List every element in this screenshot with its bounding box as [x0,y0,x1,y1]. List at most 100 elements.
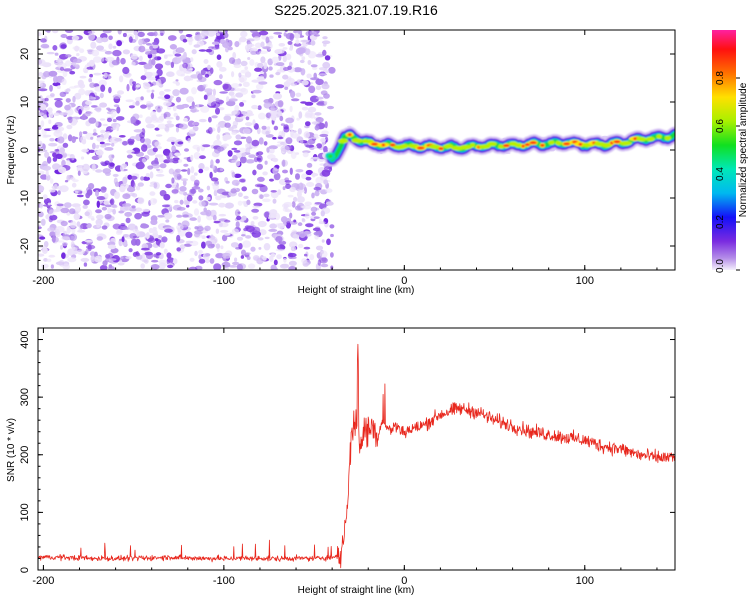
snr-x-label: Height of straight line (km) [298,585,415,596]
noise-blob [106,131,111,134]
signal-hot-spot [555,140,562,146]
noise-blob [270,190,279,199]
noise-blob [149,45,154,50]
noise-blob [38,71,43,77]
noise-blob [140,104,147,109]
noise-blob [238,243,243,250]
noise-blob [74,205,82,213]
noise-blob [201,30,209,37]
x-tick-label: 100 [576,275,594,287]
noise-blob [63,202,72,209]
noise-blob [125,74,131,79]
noise-blob [120,223,126,227]
noise-blob [262,171,268,176]
noise-blob [253,202,263,207]
noise-blob [137,197,145,205]
noise-blob [282,74,289,80]
noise-blob [42,194,48,200]
noise-blob [285,221,292,229]
noise-blob [252,205,261,208]
noise-blob [59,147,65,154]
noise-blob [76,165,84,173]
noise-blob [228,57,236,64]
noise-blob [196,104,200,109]
noise-blob [85,192,91,199]
noise-blob [317,100,326,105]
noise-blob [241,186,247,192]
noise-blob [291,201,296,208]
noise-blob [228,126,234,131]
noise-blob [297,222,303,227]
noise-blob [198,254,202,260]
noise-blob [247,57,251,60]
noise-blob [145,173,150,178]
noise-blob [261,125,267,130]
snr-y-label: SNR (10 * v/v) [6,418,17,482]
noise-blob [45,170,49,177]
noise-blob [142,259,148,263]
noise-blob [65,60,72,67]
noise-blob [49,137,55,142]
noise-blob [314,190,320,197]
noise-blob [156,146,162,150]
noise-blob [160,263,168,267]
noise-blob [67,248,74,256]
noise-blob [86,111,93,115]
noise-blob [175,79,179,82]
noise-blob [172,105,177,112]
noise-blob [62,242,68,247]
noise-blob [239,178,246,183]
noise-blob [72,95,76,103]
noise-blob [46,258,52,263]
noise-blob [164,94,171,99]
noise-blob [209,171,213,179]
noise-blob [60,207,70,214]
noise-blob [321,239,325,243]
noise-blob [180,55,187,60]
noise-blob [60,245,63,250]
signal-hot-spot [469,142,476,148]
signal-hot-spot [664,135,672,141]
noise-blob [88,78,93,83]
signal-peak-spot [529,141,537,145]
noise-blob [205,48,213,53]
noise-blob [315,53,325,58]
noise-blob [54,98,63,101]
noise-blob [285,53,292,61]
noise-blob [46,156,52,164]
noise-blob [108,35,113,41]
noise-blob [179,244,186,250]
noise-blob [314,145,318,149]
noise-blob [152,147,158,153]
noise-blob [232,52,237,59]
noise-blob [219,66,227,72]
noise-blob [130,116,136,124]
noise-blob [258,112,266,120]
noise-blob [315,85,322,91]
noise-blob [91,217,95,221]
noise-blob [38,59,43,65]
noise-blob [127,138,135,145]
noise-blob [293,196,298,202]
noise-blob [305,176,312,181]
noise-blob [110,127,117,131]
noise-blob [203,94,208,100]
noise-blob [92,142,96,150]
noise-blob [79,131,83,138]
noise-blob [61,236,71,241]
noise-blob [149,171,154,179]
noise-blob [135,207,143,212]
noise-blob [250,50,258,55]
signal-hot-spot [428,144,441,150]
noise-blob [276,144,282,147]
noise-blob [141,252,145,261]
noise-blob [298,190,305,193]
noise-blob [144,251,153,256]
noise-blob [38,170,45,175]
noise-blob [289,167,293,175]
noise-blob [171,189,179,194]
colorbar-tick-label: 0.4 [715,167,726,181]
noise-blob [219,91,228,94]
noise-blob [304,253,308,257]
